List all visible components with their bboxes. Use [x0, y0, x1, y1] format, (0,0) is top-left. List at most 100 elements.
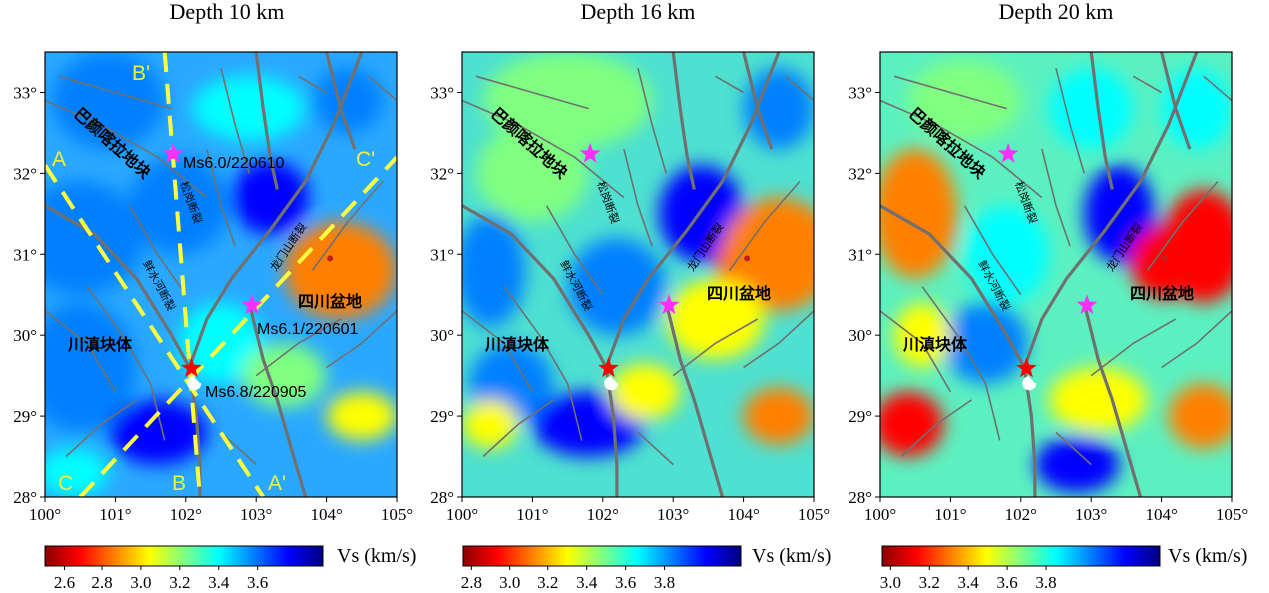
velocity-anomaly	[609, 363, 681, 421]
label-sichuan-basin: 四川盆地	[298, 292, 362, 311]
x-tick-label: 104°	[727, 505, 759, 524]
y-tick-label: 29°	[13, 407, 37, 426]
velocity-anomaly	[326, 391, 397, 441]
colorbar-tick-label: 3.4	[958, 573, 980, 592]
y-tick-label: 30°	[848, 326, 872, 345]
fault-trace-minor	[743, 310, 814, 369]
colorbar-tick-label: 3.0	[499, 573, 520, 592]
velocity-anomaly	[743, 387, 814, 445]
velocity-anomaly	[129, 157, 229, 255]
velocity-anomaly	[45, 302, 137, 433]
velocity-anomaly	[894, 302, 951, 368]
x-tick-label: 105°	[1216, 505, 1248, 524]
velocity-anomaly	[666, 278, 765, 360]
x-tick-label: 101°	[516, 505, 548, 524]
velocity-anomaly	[722, 197, 814, 311]
fault-trace-major	[880, 204, 1037, 497]
velocity-map	[45, 52, 397, 497]
colorbar-tick-label: 2.6	[54, 573, 75, 592]
y-tick-label: 33°	[13, 83, 37, 102]
fault-trace-minor	[45, 310, 117, 393]
y-tick-label: 29°	[848, 407, 872, 426]
x-tick-label: 105°	[381, 505, 413, 524]
velocity-anomaly	[462, 399, 519, 449]
x-tick-label: 104°	[1145, 505, 1177, 524]
fault-trace-minor	[1146, 180, 1219, 271]
epicenter-halo	[604, 376, 619, 391]
x-tick-label: 100°	[864, 505, 896, 524]
fault-trace-major	[742, 52, 774, 150]
fault-trace-minor	[58, 75, 172, 110]
label-sichuan-basin: 四川盆地	[1130, 284, 1194, 303]
colorbar-unit: Vs (km/s)	[752, 545, 831, 567]
earthquake-star-icon	[162, 142, 184, 163]
y-tick-label: 28°	[848, 488, 872, 507]
mainshock-star-icon	[1016, 357, 1037, 378]
x-tick-label: 102°	[587, 505, 619, 524]
map-frame	[44, 51, 398, 498]
colorbar-tick-label: 3.6	[996, 573, 1017, 592]
y-tick-label: 32°	[13, 164, 37, 183]
colorbar-tick-label: 3.8	[1035, 573, 1056, 592]
y-tick-label: 31°	[430, 245, 454, 264]
fault-trace-minor	[128, 205, 187, 296]
label-chuandian: 川滇块体	[67, 335, 133, 354]
fault-trace-minor	[623, 148, 653, 247]
map-axes: 100° 101° 102° 103° 104° 105° 28° 29° 30° 31° 32° 3…	[848, 51, 1248, 524]
fault-trace-minor	[963, 205, 1022, 296]
fault-trace-minor	[1090, 318, 1177, 377]
fault-trace-minor	[65, 399, 137, 458]
eq-label-220601: Ms6.1/220601	[257, 321, 359, 338]
colorbar-tick-label: 3.6	[615, 573, 636, 592]
fault-trace-minor	[255, 318, 342, 377]
colorbar-gradient	[462, 545, 742, 567]
eq-label-220610: Ms6.0/220610	[183, 155, 285, 172]
panel-title: Depth 16 km	[581, 0, 696, 24]
fault-trace-major	[1160, 52, 1192, 150]
fault-trace-minor	[1133, 75, 1162, 94]
fault-trace-minor	[921, 286, 1001, 441]
velocity-anomaly	[880, 391, 944, 457]
label-chuandian: 川滇块体	[902, 335, 968, 354]
fault-trace-minor	[462, 99, 625, 199]
profile-line	[162, 52, 202, 497]
fault-trace-minor	[637, 431, 674, 466]
x-tick-label: 105°	[798, 505, 830, 524]
x-tick-label: 104°	[310, 505, 342, 524]
velocity-anomaly	[45, 181, 144, 295]
fault-trace-minor	[220, 431, 257, 466]
colorbar: 3.0 3.2 3.4 3.6 3.8	[880, 545, 1161, 592]
colorbar-tick-label: 3.4	[208, 573, 230, 592]
velocity-anomaly	[1048, 68, 1134, 150]
velocity-anomaly	[231, 161, 309, 235]
fault-trace-minor	[311, 180, 384, 271]
x-tick-label: 103°	[1075, 505, 1107, 524]
velocity-anomaly	[462, 213, 526, 328]
fault-trace-major	[671, 52, 696, 190]
panel-title: Depth 10 km	[170, 0, 285, 24]
x-tick-label: 102°	[1005, 505, 1037, 524]
fault-trace-minor	[715, 75, 744, 94]
y-tick-label: 33°	[848, 83, 872, 102]
x-tick-label: 101°	[934, 505, 966, 524]
velocity-anomaly	[1168, 383, 1232, 449]
colorbar-unit: Vs (km/s)	[337, 545, 416, 567]
earthquake-star-icon	[658, 294, 680, 315]
map-axes: 100° 101° 102° 103° 104° 105° 28° 29° 30° 31° 32° 3…	[430, 51, 830, 524]
profile-label-a-prime: A'	[268, 472, 286, 495]
mainshock-star-icon	[598, 357, 619, 378]
velocity-anomaly	[880, 149, 958, 279]
earthquake-star-icon	[997, 142, 1019, 163]
fault-trace-minor	[785, 75, 814, 102]
eq-label-220905: Ms6.8/220905	[205, 384, 307, 401]
earthquake-star-icon	[579, 142, 601, 163]
fault-trace-minor	[880, 99, 1043, 199]
colorbar-tick-label: 3.8	[654, 573, 675, 592]
colorbar-gradient	[881, 545, 1161, 567]
colorbar-gradient	[44, 545, 324, 567]
colorbar-tick-label: 2.8	[91, 573, 112, 592]
fault-trace-minor	[482, 399, 554, 458]
y-tick-label: 32°	[848, 164, 872, 183]
velocity-map	[880, 52, 1232, 497]
